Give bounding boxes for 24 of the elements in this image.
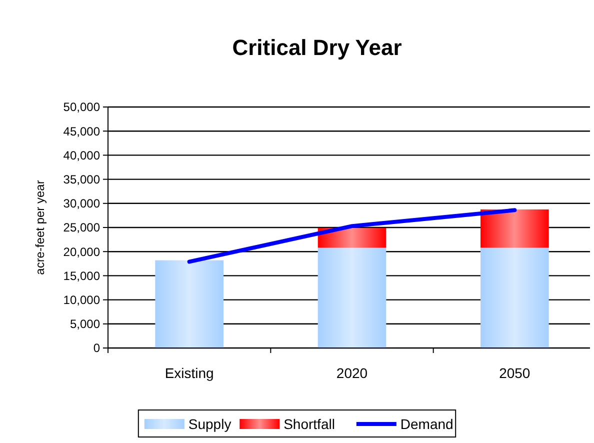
y-tick-label: 35,000 (63, 172, 100, 186)
bar (480, 209, 549, 248)
x-tick-label: 2020 (336, 365, 368, 381)
y-tick-label: 30,000 (63, 196, 100, 211)
bar (480, 248, 549, 348)
y-tick-label: 20,000 (63, 244, 100, 259)
y-tick-label: 5,000 (70, 317, 100, 332)
x-tick-label: Existing (164, 365, 214, 381)
bar (318, 228, 386, 248)
y-tick-label: 25,000 (63, 220, 100, 235)
y-axis-title: acre-feet per year (33, 180, 47, 275)
x-tick-label: 2050 (499, 365, 530, 381)
y-tick-label: 40,000 (63, 148, 100, 162)
y-tick-label: 15,000 (63, 268, 100, 283)
legend-label: Supply (188, 416, 232, 432)
bar (155, 260, 224, 348)
bar (318, 248, 386, 348)
y-tick-label: 10,000 (63, 293, 100, 307)
y-tick-label: 0 (93, 341, 100, 356)
y-tick-label: 45,000 (63, 124, 100, 138)
legend-label: Demand (400, 416, 454, 432)
legend-label: Shortfall (284, 416, 335, 432)
y-tick-label: 50,000 (63, 100, 100, 114)
chart-title: Critical Dry Year (232, 35, 402, 60)
